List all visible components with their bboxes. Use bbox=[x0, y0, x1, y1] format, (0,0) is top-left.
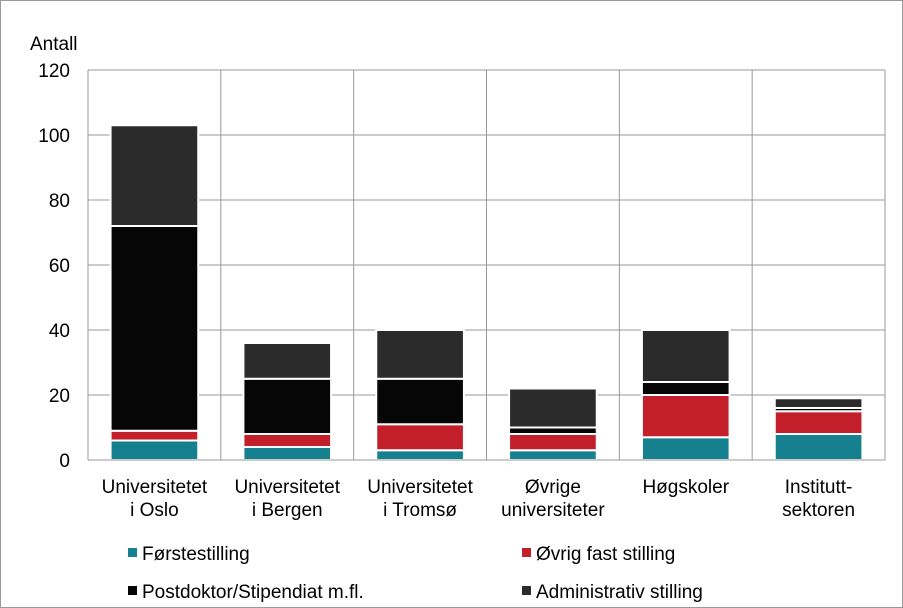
bar-segment bbox=[773, 433, 864, 461]
y-tick-label: 60 bbox=[49, 256, 70, 277]
bar-segment bbox=[640, 436, 731, 461]
x-tick-label: Høgskoler bbox=[642, 477, 729, 498]
bar-segment bbox=[375, 449, 465, 461]
legend-label: Førstestilling bbox=[142, 544, 250, 565]
bar-segment bbox=[109, 225, 200, 432]
y-axis-label: Antall bbox=[30, 34, 78, 55]
x-tick-label: Institutt-sektoren bbox=[782, 477, 855, 521]
bar-segment bbox=[242, 446, 333, 461]
bar-segment bbox=[109, 439, 200, 461]
bar-segment bbox=[773, 397, 864, 409]
y-tick-label: 100 bbox=[38, 126, 70, 147]
bar-segment bbox=[242, 433, 333, 448]
x-tick-label: Universitetet i Tromsø bbox=[367, 477, 473, 521]
bar-segment bbox=[242, 377, 333, 435]
bar-segment bbox=[508, 433, 598, 452]
bar-segment bbox=[640, 381, 731, 396]
bar-segment bbox=[375, 423, 465, 452]
bar-segment bbox=[640, 329, 731, 383]
x-tick-label: Universitetet i Oslo bbox=[102, 477, 208, 521]
bar-segment bbox=[375, 329, 465, 380]
legend-swatch bbox=[522, 548, 531, 557]
legend-swatch bbox=[128, 586, 137, 595]
legend-swatch bbox=[128, 548, 137, 557]
bar-segment bbox=[773, 410, 864, 435]
bar-segment bbox=[375, 377, 465, 426]
y-tick-label: 120 bbox=[38, 61, 70, 82]
y-tick-label: 20 bbox=[49, 386, 70, 407]
legend-label: Øvrig fast stilling bbox=[536, 544, 675, 565]
y-tick-label: 0 bbox=[59, 451, 70, 472]
x-tick-label: Universitetet i Bergen bbox=[234, 477, 340, 521]
bar-segment bbox=[242, 342, 333, 380]
x-tick-label: Øvrige universiteter bbox=[501, 477, 605, 521]
bar-segment bbox=[109, 429, 200, 442]
bar-segment bbox=[508, 449, 598, 461]
bar-segment bbox=[109, 124, 200, 227]
legend-label: Administrativ stilling bbox=[536, 582, 703, 603]
bar-segment bbox=[640, 394, 731, 439]
legend-swatch bbox=[522, 586, 531, 595]
y-tick-label: 80 bbox=[49, 191, 70, 212]
y-tick-label: 40 bbox=[49, 321, 70, 342]
bar-segment bbox=[508, 387, 598, 429]
legend-label: Postdoktor/Stipendiat m.fl. bbox=[142, 582, 364, 603]
